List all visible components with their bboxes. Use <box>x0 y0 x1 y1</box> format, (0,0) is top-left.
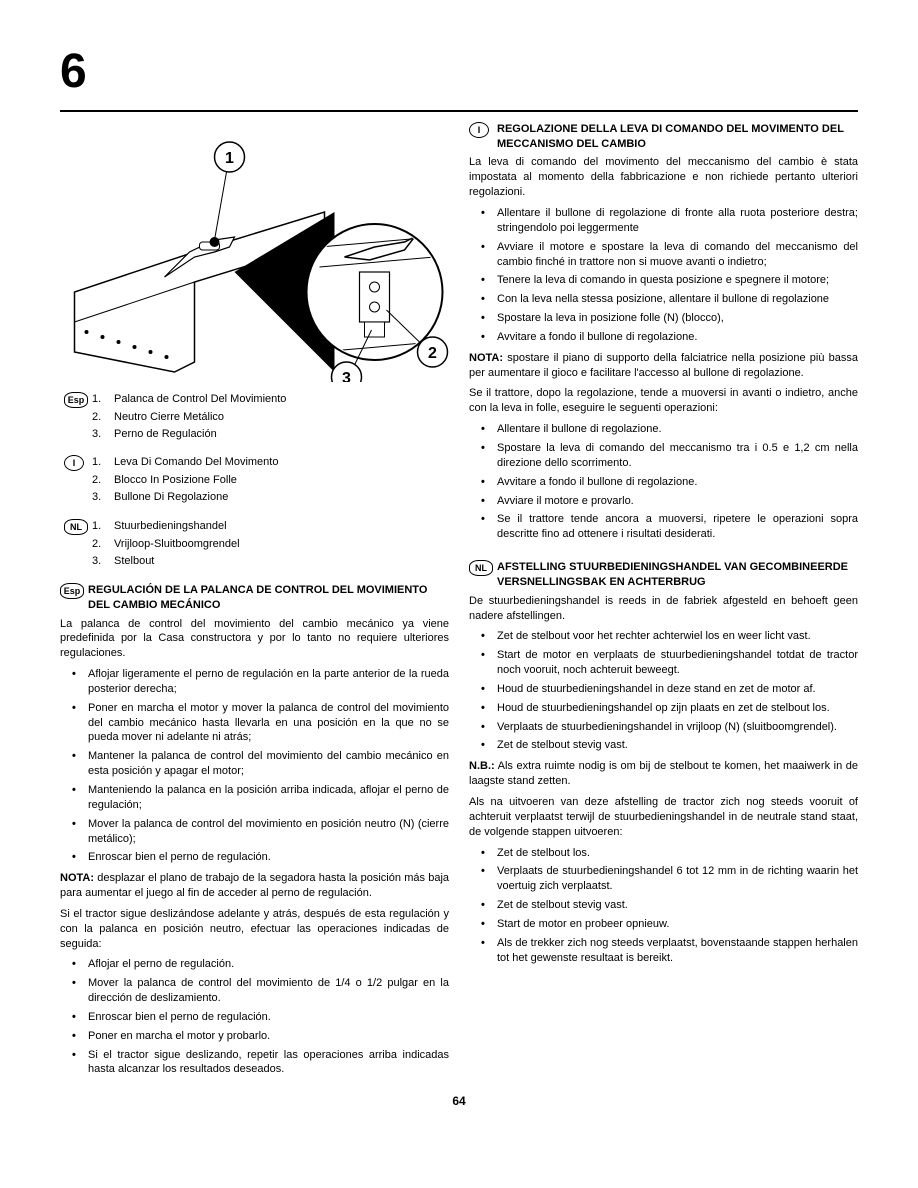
bullet-item: Enroscar bien el perno de regulación. <box>60 1010 449 1025</box>
nb-text: Als extra ruimte nodig is om bij de stel… <box>469 760 858 787</box>
legend-text: Stuurbedieningshandel <box>114 519 449 535</box>
diagram-figure: 1 2 3 <box>60 122 449 382</box>
nb-label: N.B.: <box>469 760 495 772</box>
legend-text: Leva Di Comando Del Movimento <box>114 455 449 471</box>
bullet-item: Allentare il bullone di regolazione. <box>469 422 858 437</box>
badge-it: I <box>64 455 84 471</box>
chapter-number: 6 <box>60 40 858 105</box>
legend-text: Perno de Regulación <box>114 427 449 442</box>
esp-nota: NOTA: desplazar el plano de trabajo de l… <box>60 871 449 901</box>
bullet-item: Zet de stelbout stevig vast. <box>469 738 858 753</box>
bullet-item: Mantener la palanca de control del movim… <box>60 749 449 779</box>
bullet-item: Manteniendo la palanca en la posición ar… <box>60 783 449 813</box>
left-column: 1 2 3 Esp 1. Palanca d <box>60 122 449 1084</box>
legend-text: Neutro Cierre Metálico <box>114 410 449 425</box>
badge-esp: Esp <box>60 583 84 599</box>
heading-text: REGULACIÓN DE LA PALANCA DE CONTROL DEL … <box>88 583 449 613</box>
bullet-item: Enroscar bien el perno de regulación. <box>60 850 449 865</box>
bullet-item: Houd de stuurbedieningshandel op zijn pl… <box>469 701 858 716</box>
legend-num: 2. <box>92 473 114 488</box>
bullet-item: Start de motor en verplaats de stuurbedi… <box>469 648 858 678</box>
legend-num: 1. <box>92 519 114 535</box>
callout-3: 3 <box>342 370 351 382</box>
nota-text: desplazar el plano de trabajo de la sega… <box>60 872 449 899</box>
heading-text: AFSTELLING STUURBEDIENINGSHANDEL VAN GEC… <box>497 560 858 590</box>
esp-section-heading: Esp REGULACIÓN DE LA PALANCA DE CONTROL … <box>60 583 449 613</box>
badge-nl: NL <box>64 519 88 535</box>
esp-bullets-1: Aflojar ligeramente el perno de regulaci… <box>60 667 449 865</box>
bullet-item: Spostare la leva in posizione folle (N) … <box>469 311 858 326</box>
bullet-item: Spostare la leva di comando del meccanis… <box>469 441 858 471</box>
badge-it: I <box>469 122 489 138</box>
legend-it: I 1. Leva Di Comando Del Movimento 2. Bl… <box>60 455 449 505</box>
two-column-layout: 1 2 3 Esp 1. Palanca d <box>60 122 858 1084</box>
it-section-heading: I REGOLAZIONE DELLA LEVA DI COMANDO DEL … <box>469 122 858 152</box>
nl-intro: De stuurbedieningshandel is reeds in de … <box>469 594 858 624</box>
bullet-item: Avviare il motore e spostare la leva di … <box>469 240 858 270</box>
nota-label: NOTA: <box>469 352 503 364</box>
it-bullets-1: Allentare il bullone di regolazione di f… <box>469 206 858 345</box>
legend-esp: Esp 1. Palanca de Control Del Movimiento… <box>60 392 449 442</box>
bullet-item: Avvitare a fondo il bullone di regolazio… <box>469 475 858 490</box>
bullet-item: Tenere la leva di comando in questa posi… <box>469 273 858 288</box>
bullet-item: Aflojar ligeramente el perno de regulaci… <box>60 667 449 697</box>
bullet-item: Poner en marcha el motor y mover la pala… <box>60 701 449 746</box>
right-column: I REGOLAZIONE DELLA LEVA DI COMANDO DEL … <box>469 122 858 1084</box>
bullet-item: Con la leva nella stessa posizione, alle… <box>469 292 858 307</box>
nl-mid-para: Als na uitvoeren van deze afstelling de … <box>469 795 858 840</box>
legend-text: Stelbout <box>114 554 449 569</box>
callout-1: 1 <box>225 150 234 167</box>
bullet-item: Aflojar el perno de regulación. <box>60 957 449 972</box>
nl-nb: N.B.: Als extra ruimte nodig is om bij d… <box>469 759 858 789</box>
callout-2: 2 <box>428 345 437 362</box>
bullet-item: Start de motor en probeer opnieuw. <box>469 917 858 932</box>
bullet-item: Allentare il bullone di regolazione di f… <box>469 206 858 236</box>
nota-text: spostare il piano di supporto della falc… <box>469 352 858 379</box>
badge-nl: NL <box>469 560 493 576</box>
bullet-item: Verplaats de stuurbedieningshandel 6 tot… <box>469 864 858 894</box>
legend-num: 3. <box>92 554 114 569</box>
bullet-item: Avvitare a fondo il bullone di regolazio… <box>469 330 858 345</box>
bullet-item: Si el tractor sigue deslizando, repetir … <box>60 1048 449 1078</box>
legend-text: Palanca de Control Del Movimiento <box>114 392 449 408</box>
bullet-item: Se il trattore tende ancora a muoversi, … <box>469 512 858 542</box>
it-intro: La leva di comando del movimento del mec… <box>469 155 858 200</box>
legend-num: 3. <box>92 427 114 442</box>
legend-text: Bullone Di Regolazione <box>114 490 449 505</box>
badge-esp: Esp <box>64 392 88 408</box>
bullet-item: Mover la palanca de control del movimien… <box>60 817 449 847</box>
legend-nl: NL 1. Stuurbedieningshandel 2. Vrijloop-… <box>60 519 449 569</box>
nl-bullets-2: Zet de stelbout los. Verplaats de stuurb… <box>469 846 858 966</box>
bullet-item: Zet de stelbout voor het rechter achterw… <box>469 629 858 644</box>
it-bullets-2: Allentare il bullone di regolazione. Spo… <box>469 422 858 542</box>
bullet-item: Poner en marcha el motor y probarlo. <box>60 1029 449 1044</box>
legend-text: Blocco In Posizione Folle <box>114 473 449 488</box>
esp-intro: La palanca de control del movimiento del… <box>60 617 449 662</box>
bullet-item: Houd de stuurbedieningshandel in deze st… <box>469 682 858 697</box>
legend-num: 2. <box>92 410 114 425</box>
bullet-item: Avviare il motore e provarlo. <box>469 494 858 509</box>
esp-bullets-2: Aflojar el perno de regulación. Mover la… <box>60 957 449 1077</box>
legend-num: 1. <box>92 455 114 471</box>
bullet-item: Als de trekker zich nog steeds verplaats… <box>469 936 858 966</box>
page-number-bottom: 64 <box>60 1093 858 1109</box>
nl-section-heading: NL AFSTELLING STUURBEDIENINGSHANDEL VAN … <box>469 560 858 590</box>
nota-label: NOTA: <box>60 872 94 884</box>
legend-num: 1. <box>92 392 114 408</box>
it-nota: NOTA: spostare il piano di supporto dell… <box>469 351 858 381</box>
legend-num: 2. <box>92 537 114 552</box>
bullet-item: Verplaats de stuurbedieningshandel in vr… <box>469 720 858 735</box>
heading-text: REGOLAZIONE DELLA LEVA DI COMANDO DEL MO… <box>497 122 858 152</box>
legend-text: Vrijloop-Sluitboomgrendel <box>114 537 449 552</box>
it-mid-para: Se il trattore, dopo la regolazione, ten… <box>469 386 858 416</box>
esp-mid-para: Si el tractor sigue deslizándose adelant… <box>60 907 449 952</box>
legend-num: 3. <box>92 490 114 505</box>
bullet-item: Mover la palanca de control del movimien… <box>60 976 449 1006</box>
bullet-item: Zet de stelbout stevig vast. <box>469 898 858 913</box>
bullet-item: Zet de stelbout los. <box>469 846 858 861</box>
top-rule <box>60 110 858 112</box>
nl-bullets-1: Zet de stelbout voor het rechter achterw… <box>469 629 858 753</box>
